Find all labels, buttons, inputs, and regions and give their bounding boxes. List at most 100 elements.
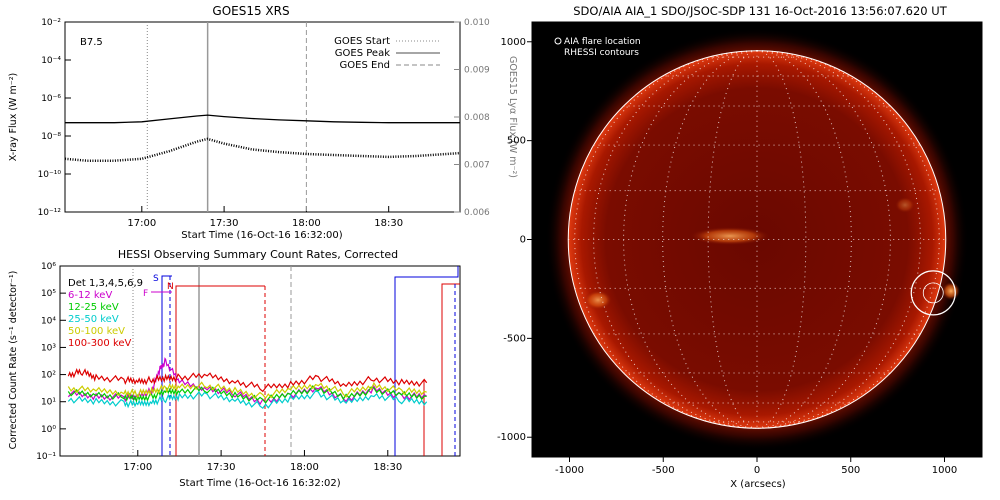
aia-x-tick-label: 500: [841, 465, 860, 476]
hessi-y-axis-label: Corrected Count Rate (s⁻¹ detector⁻¹): [8, 271, 19, 450]
goes-x-tick-label: 18:00: [292, 218, 321, 229]
hessi-y-tick-label: 10⁻¹: [36, 452, 56, 462]
goes-y-axis-label: X-ray Flux (W m⁻²): [8, 73, 19, 162]
legend-goes-peak: GOES Peak: [335, 48, 390, 59]
goes-y-tick-label: 10⁻²: [41, 18, 61, 28]
aia-y-tick-label: -1000: [497, 432, 526, 443]
goes-series: [64, 114, 461, 162]
goes-x-tick-label: 18:30: [374, 218, 403, 229]
active-region-center: [690, 227, 770, 245]
goes-y2-tick-label: 0.010: [464, 18, 490, 28]
goes-x-axis-label: Start Time (16-Oct-16 16:32:00): [181, 230, 342, 241]
hessi-y-tick-label: 10¹: [41, 398, 56, 408]
goes-xrs-chart: GOES15 XRS 17:00 17:30 18:00 18:30 10⁻¹²10⁻…: [8, 4, 518, 241]
goes-y-tick-label: 10⁻⁶: [41, 94, 61, 104]
aia-y-ticks: -1000 -500 0 500 1000: [497, 37, 532, 443]
hessi-series: [67, 357, 428, 410]
hessi-y-ticks: 10⁻¹ 10⁰ 10¹ 10² 10³ 10⁴ 10⁵ 10⁶: [36, 262, 66, 462]
hessi-y-tick-label: 10²: [41, 371, 56, 381]
goes-annotation: B7.5: [80, 37, 103, 48]
hessi-chart: HESSI Observing Summary Count Rates, Cor…: [8, 248, 461, 489]
goes-title: GOES15 XRS: [212, 4, 289, 18]
goes-y2-tick-label: 0.007: [464, 161, 490, 171]
aia-x-tick-label: -500: [652, 465, 675, 476]
goes-xray-short-line: [64, 137, 461, 162]
hessi-legend-3: 50-100 keV: [68, 326, 125, 337]
rhessi-contour: [922, 282, 944, 304]
aia-x-ticks: -1000 -500 0 500 1000: [555, 457, 957, 476]
grid-longitude-line: [756, 50, 852, 429]
aia-image-panel: SDO/AIA AIA_1 SDO/JSOC-SDP 131 16-Oct-20…: [497, 4, 983, 490]
aia-y-tick-label: -500: [503, 333, 526, 344]
aia-title: SDO/AIA AIA_1 SDO/JSOC-SDP 131 16-Oct-20…: [573, 4, 947, 18]
aia-legend-rhessi: RHESSI contours: [564, 48, 639, 58]
goes-y2-tick-label: 0.006: [464, 208, 490, 218]
solar-limb: [567, 50, 947, 429]
goes-y-tick-label: 10⁻⁴: [41, 56, 61, 66]
hessi-legend-4: 100-300 keV: [68, 338, 132, 349]
hessi-x-ticks: 17:00 17:30 18:00 18:30: [123, 450, 402, 473]
legend-goes-end: GOES End: [340, 60, 390, 71]
aia-y-tick-label: 1000: [501, 37, 526, 48]
active-region-north: [895, 197, 915, 213]
hessi-series-1: [67, 385, 427, 404]
hessi-series-3: [67, 381, 427, 400]
grid-longitude-line: [662, 50, 758, 429]
hessi-flag-blue-2: [394, 266, 459, 456]
goes-y-tick-label: 10⁻⁸: [41, 132, 61, 142]
hessi-y-tick-label: 10⁰: [41, 425, 56, 435]
hessi-y-tick-label: 10⁴: [41, 316, 56, 326]
legend-goes-start: GOES Start: [334, 36, 390, 47]
hessi-x-axis-label: Start Time (16-Oct-16 16:32:02): [179, 478, 340, 489]
goes-y2-tick-label: 0.008: [464, 113, 490, 123]
hessi-x-tick-label: 17:30: [207, 462, 236, 473]
goes-plot-area: [64, 21, 461, 213]
goes-y-tick-label: 10⁻¹⁰: [38, 170, 62, 180]
goes-legend: GOES Start GOES Peak GOES End: [334, 36, 440, 71]
hessi-flag-n: N: [167, 282, 174, 292]
hessi-flag-blue-1: [161, 275, 172, 456]
hessi-flag-red-3: [441, 283, 460, 456]
hessi-plot-area: [59, 265, 461, 457]
hessi-y-tick-label: 10⁵: [41, 289, 56, 299]
aia-legend-circle-icon: [554, 37, 562, 45]
goes-x-tick-label: 17:30: [210, 218, 239, 229]
aia-x-tick-label: 1000: [932, 465, 957, 476]
hessi-x-tick-label: 18:30: [373, 462, 402, 473]
hessi-y-tick-label: 10⁶: [41, 262, 56, 272]
hessi-legend-header: Det 1,3,4,5,6,9: [68, 278, 143, 289]
hessi-flag-s: S: [153, 274, 159, 284]
hessi-title: HESSI Observing Summary Count Rates, Cor…: [118, 248, 398, 261]
hessi-legend-2: 25-50 keV: [68, 314, 119, 325]
hessi-attenuator-lines: S N F: [132, 266, 460, 456]
goes-y2-ticks: 0.006 0.007 0.008 0.009 0.010: [454, 18, 490, 218]
heliographic-grid: [568, 50, 946, 429]
aia-x-tick-label: 0: [754, 465, 760, 476]
goes-y2-axis-label: GOES15 Lyα Flux (W m⁻²): [507, 56, 518, 178]
aia-sun-image: [545, 28, 969, 451]
hessi-legend-1: 12-25 keV: [68, 302, 119, 313]
active-region-east: [584, 290, 612, 310]
aia-y-tick-label: 500: [507, 136, 526, 147]
goes-x-tick-label: 17:00: [127, 218, 156, 229]
aia-y-tick-label: 0: [520, 235, 526, 246]
goes-y-ticks: 10⁻¹² 10⁻¹⁰ 10⁻⁸ 10⁻⁶ 10⁻⁴ 10⁻²: [38, 18, 71, 218]
active-region-west-limb: [942, 282, 960, 300]
hessi-flag-f: F: [143, 289, 148, 299]
goes-y2-tick-label: 0.009: [464, 66, 490, 76]
aia-legend: AIA flare location RHESSI contours: [554, 37, 641, 58]
aia-x-tick-label: -1000: [555, 465, 584, 476]
hessi-y-tick-label: 10³: [41, 343, 56, 353]
hessi-x-tick-label: 18:00: [290, 462, 319, 473]
aia-x-axis-label: X (arcsecs): [730, 479, 786, 490]
goes-xray-long-line: [65, 114, 460, 124]
aia-legend-flare: AIA flare location: [564, 37, 641, 47]
goes-event-lines: [146, 22, 307, 212]
hessi-x-tick-label: 17:00: [123, 462, 152, 473]
hessi-series-2: [67, 390, 428, 410]
goes-y-tick-label: 10⁻¹²: [38, 208, 62, 218]
hessi-legend-0: 6-12 keV: [68, 290, 112, 301]
hessi-series-4: [67, 368, 428, 393]
